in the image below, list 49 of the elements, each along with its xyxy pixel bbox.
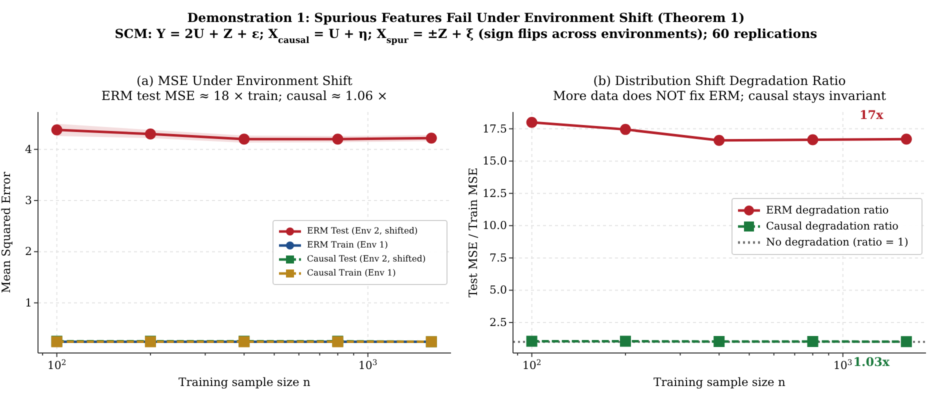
point (620, 336, 631, 347)
y-tick-label: 12.5 (482, 186, 507, 200)
legend-label: Causal Test (Env 2, shifted) (307, 254, 426, 264)
y-tick-label: 10.0 (482, 219, 507, 232)
point (714, 134, 725, 146)
point (807, 336, 818, 348)
point (807, 134, 818, 146)
chart-title: (b) Distribution Shift Degradation Ratio (593, 73, 846, 88)
x-tick-label: 10$^{3}$ (833, 358, 852, 372)
y-tick-label: 3 (25, 194, 32, 208)
text: Demonstration 1: Spurious Features Fail Under Environment Shift (Theorem 1) (187, 10, 745, 25)
legend-label: ERM degradation ratio (766, 204, 889, 216)
legend-label: Causal Train (Env 1) (307, 268, 396, 278)
y-tick-label: 1 (25, 296, 32, 310)
point (332, 134, 344, 145)
y-tick-label: 5.0 (490, 284, 507, 297)
annotation: 17x (859, 108, 884, 122)
point (620, 124, 631, 135)
point (426, 132, 437, 144)
chart-subtitle: More data does NOT fix ERM; causal stays invariant (552, 88, 886, 103)
y-tick-label: 15.0 (482, 154, 507, 168)
legend-label: No degradation (ratio = 1) (766, 236, 908, 248)
point (144, 128, 156, 140)
text: SCM: Y = 2U + Z + ε; X$_{causal}$ = U + η; X$_{spur}$ = ±Z + ξ (sign flips across environments); 60 replications (114, 26, 818, 46)
point (526, 336, 538, 347)
legend-label: ERM Test (Env 2, shifted) (307, 226, 418, 236)
y-tick-label: 2 (25, 245, 32, 258)
y-axis-title: Test MSE / Train MSE (466, 168, 480, 298)
x-tick-label: 10$^{2}$ (47, 358, 66, 372)
chart-subtitle: ERM test MSE ≈ 18 × train; causal ≈ 1.06 × (101, 88, 388, 103)
point (526, 116, 538, 128)
legend-label: ERM Train (Env 1) (307, 240, 388, 250)
x-axis-title: Training sample size n (178, 375, 312, 389)
x-axis-title: Training sample size n (654, 375, 786, 389)
x-tick-label: 10$^{3}$ (358, 358, 378, 372)
x-tick-label: 10$^{2}$ (522, 358, 542, 372)
y-axis-title: Mean Squared Error (0, 171, 13, 294)
point (51, 124, 62, 136)
point (900, 134, 912, 145)
y-tick-label: 17.5 (482, 122, 507, 136)
text: 1.03x (853, 354, 890, 369)
chart-title: (a) MSE Under Environment Shift (136, 73, 352, 88)
point (238, 134, 250, 145)
y-tick-label: 2.5 (490, 316, 507, 330)
point (714, 336, 725, 348)
y-tick-label: 4 (25, 142, 32, 156)
point (900, 336, 912, 348)
y-tick-label: 7.5 (490, 251, 507, 264)
legend-label: Causal degradation ratio (766, 220, 898, 232)
